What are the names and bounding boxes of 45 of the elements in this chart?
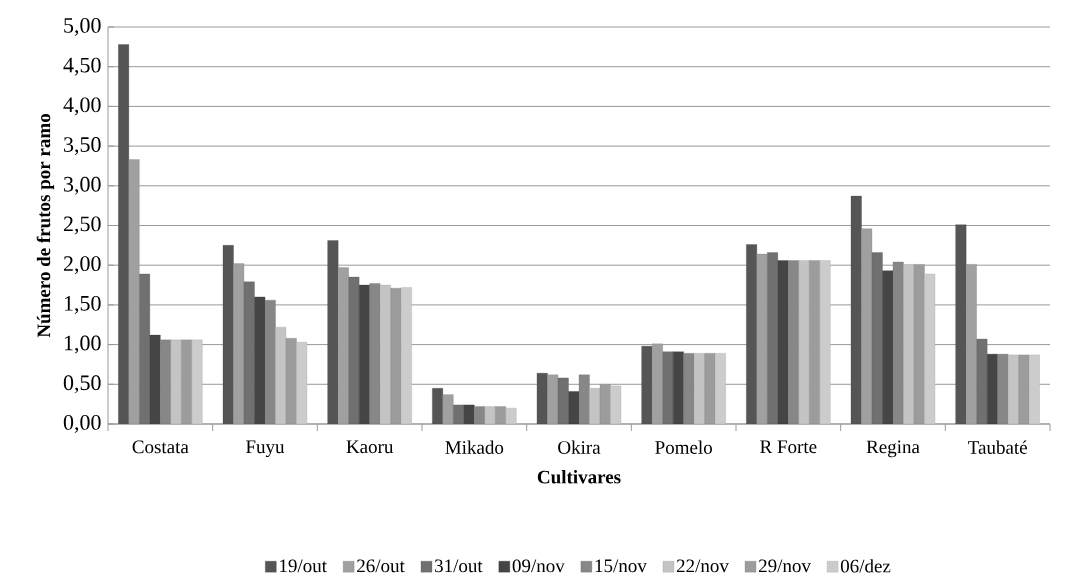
x-tick-label: Taubaté — [968, 440, 1027, 454]
bar — [170, 339, 182, 424]
x-tick-label: Costata — [132, 440, 189, 454]
y-tick-label: 1,00 — [64, 335, 101, 354]
bar — [976, 338, 988, 424]
y-tick-label: 0,50 — [63, 375, 101, 394]
legend-label: 29/nov — [758, 559, 811, 573]
x-tick-label: Kaoru — [346, 440, 394, 454]
y-tick-label: 5,00 — [64, 17, 101, 36]
bar — [777, 260, 789, 424]
x-tick-label: Pomelo — [655, 440, 712, 454]
x-tick-label: R Forte — [760, 440, 817, 454]
bar — [997, 353, 1009, 424]
legend-label: 26/out — [357, 559, 405, 573]
bar — [819, 260, 831, 424]
y-tick-label: 3,00 — [64, 176, 101, 195]
y-tick-label: 0,00 — [63, 414, 101, 433]
legend-label: 19/out — [280, 559, 327, 573]
y-tick-label: 4,00 — [63, 97, 101, 116]
y-tick-label: 2,50 — [63, 216, 101, 235]
bar — [149, 334, 161, 424]
y-tick-label: 3,50 — [64, 137, 101, 156]
x-tick-label: Mikado — [445, 440, 504, 454]
bar — [683, 353, 695, 424]
legend-label: 31/out — [435, 559, 483, 573]
bar — [348, 276, 360, 424]
x-tick-label: Okira — [558, 440, 601, 454]
bar — [327, 240, 339, 424]
bar — [662, 351, 674, 424]
y-axis-title: Número de frutos por ramo — [36, 113, 55, 338]
legend-label: 15/nov — [595, 559, 647, 573]
legend-label: 06/dez — [840, 559, 891, 573]
y-tick-label: 2,00 — [63, 256, 101, 275]
x-tick-label: Regina — [866, 440, 920, 458]
legend-label: 09/nov — [512, 559, 565, 573]
legend-label: 22/nov — [676, 559, 729, 573]
bar — [191, 339, 203, 424]
y-tick-label: 4,50 — [63, 57, 101, 76]
y-tick-label: 1,50 — [64, 295, 101, 314]
bar — [369, 283, 381, 424]
x-tick-label: Fuyu — [246, 440, 285, 457]
x-axis-title: Cultivares — [537, 469, 621, 484]
bar — [641, 345, 653, 424]
bar — [798, 260, 810, 424]
bar — [955, 224, 967, 424]
